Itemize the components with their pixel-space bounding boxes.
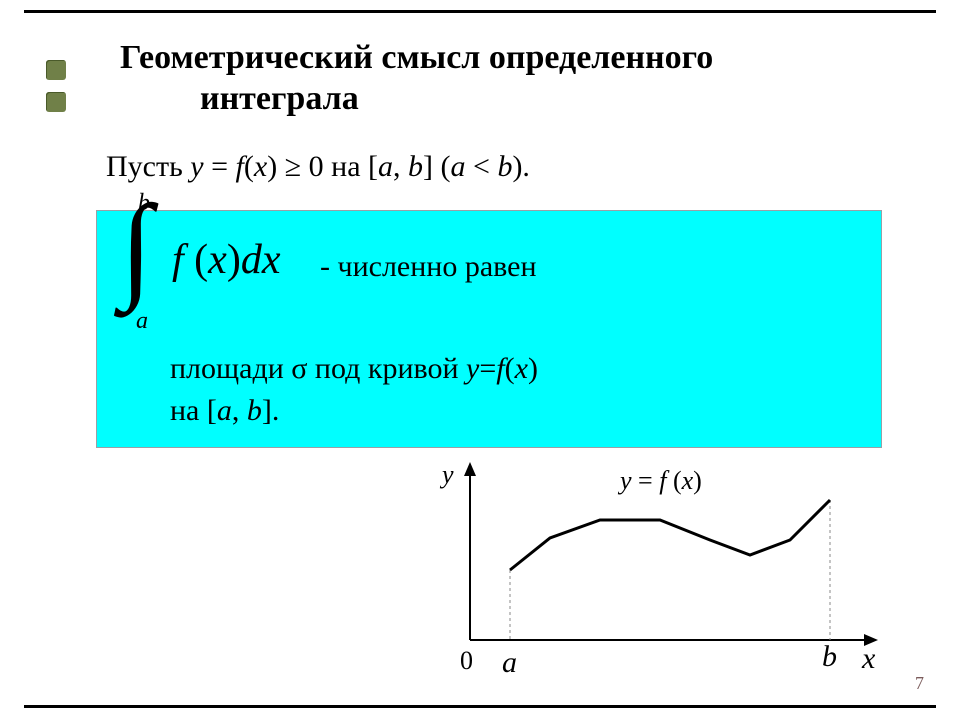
area-text: площади σ под кривой y=f(x) на [a, b]. [170, 348, 538, 432]
fn-x: x [682, 466, 694, 495]
integrand-dx: dx [241, 237, 281, 283]
integrand-f: f [172, 237, 184, 283]
cond-b: b [408, 150, 423, 183]
function-label: y = f (x) [620, 466, 702, 496]
cond-a: a [378, 150, 393, 183]
cond-x: x [254, 150, 267, 183]
cond-end: ). [512, 150, 530, 183]
cond-prefix: Пусть [106, 150, 190, 183]
cond-tail: ] ( [423, 150, 450, 183]
area-x: x [515, 352, 528, 385]
integrand-close: ) [227, 237, 241, 283]
x-axis-label: x [862, 642, 875, 676]
function-curve [510, 500, 830, 570]
title-line-1: Геометрический смысл определенного [120, 38, 860, 79]
integral-graph: y y = f (x) 0 a b x [430, 460, 890, 690]
area-line-1: площади σ под кривой y=f(x) [170, 348, 538, 390]
cond-mid: ≥ 0 на [ [277, 150, 378, 183]
b-tick-label: b [822, 640, 837, 674]
integrand: f (x)dx [172, 236, 280, 284]
decorative-bullets [46, 60, 86, 124]
fn-y: y [620, 466, 632, 495]
bottom-rule [24, 705, 936, 708]
y-axis-label: y [442, 460, 454, 490]
cond-y: y [190, 150, 203, 183]
cond-comma: , [393, 150, 408, 183]
integral-sign-icon: ∫ [120, 188, 152, 306]
cond-lt: < [466, 150, 498, 183]
equals-text: - численно равен [320, 250, 537, 284]
area-c: , [232, 394, 247, 427]
a-tick-label: a [502, 646, 517, 680]
area-l2a: на [ [170, 394, 217, 427]
slide-title: Геометрический смысл определенного интег… [120, 38, 860, 120]
fn-eq: = [632, 466, 660, 495]
cond-eq: = [204, 150, 236, 183]
cond-f: f [236, 150, 244, 183]
area-aa: a [217, 394, 232, 427]
top-rule [24, 10, 936, 13]
cond-b2: b [497, 150, 512, 183]
y-axis-arrow-icon [464, 462, 476, 476]
condition-text: Пусть y = f(x) ≥ 0 на [a, b] (a < b). [106, 150, 530, 184]
area-bb: b [247, 394, 262, 427]
area-f: f [496, 352, 504, 385]
page-number: 7 [915, 673, 924, 694]
area-end: ]. [262, 394, 280, 427]
fn-close: ) [693, 466, 702, 495]
area-open: ( [505, 352, 515, 385]
area-line-2: на [a, b]. [170, 390, 538, 432]
integral-expression: b ∫ a f (x)dx [110, 196, 340, 336]
integrand-open: ( [184, 237, 209, 283]
fn-open: ( [666, 466, 681, 495]
cond-a2: a [451, 150, 466, 183]
area-eq: = [479, 352, 496, 385]
title-line-2: интеграла [200, 79, 860, 120]
area-close: ) [528, 352, 538, 385]
integrand-x: x [208, 237, 227, 283]
origin-label: 0 [460, 646, 473, 676]
area-l1a: площади σ под кривой [170, 352, 466, 385]
integral-lower-bound: a [136, 308, 148, 335]
area-y: y [466, 352, 479, 385]
